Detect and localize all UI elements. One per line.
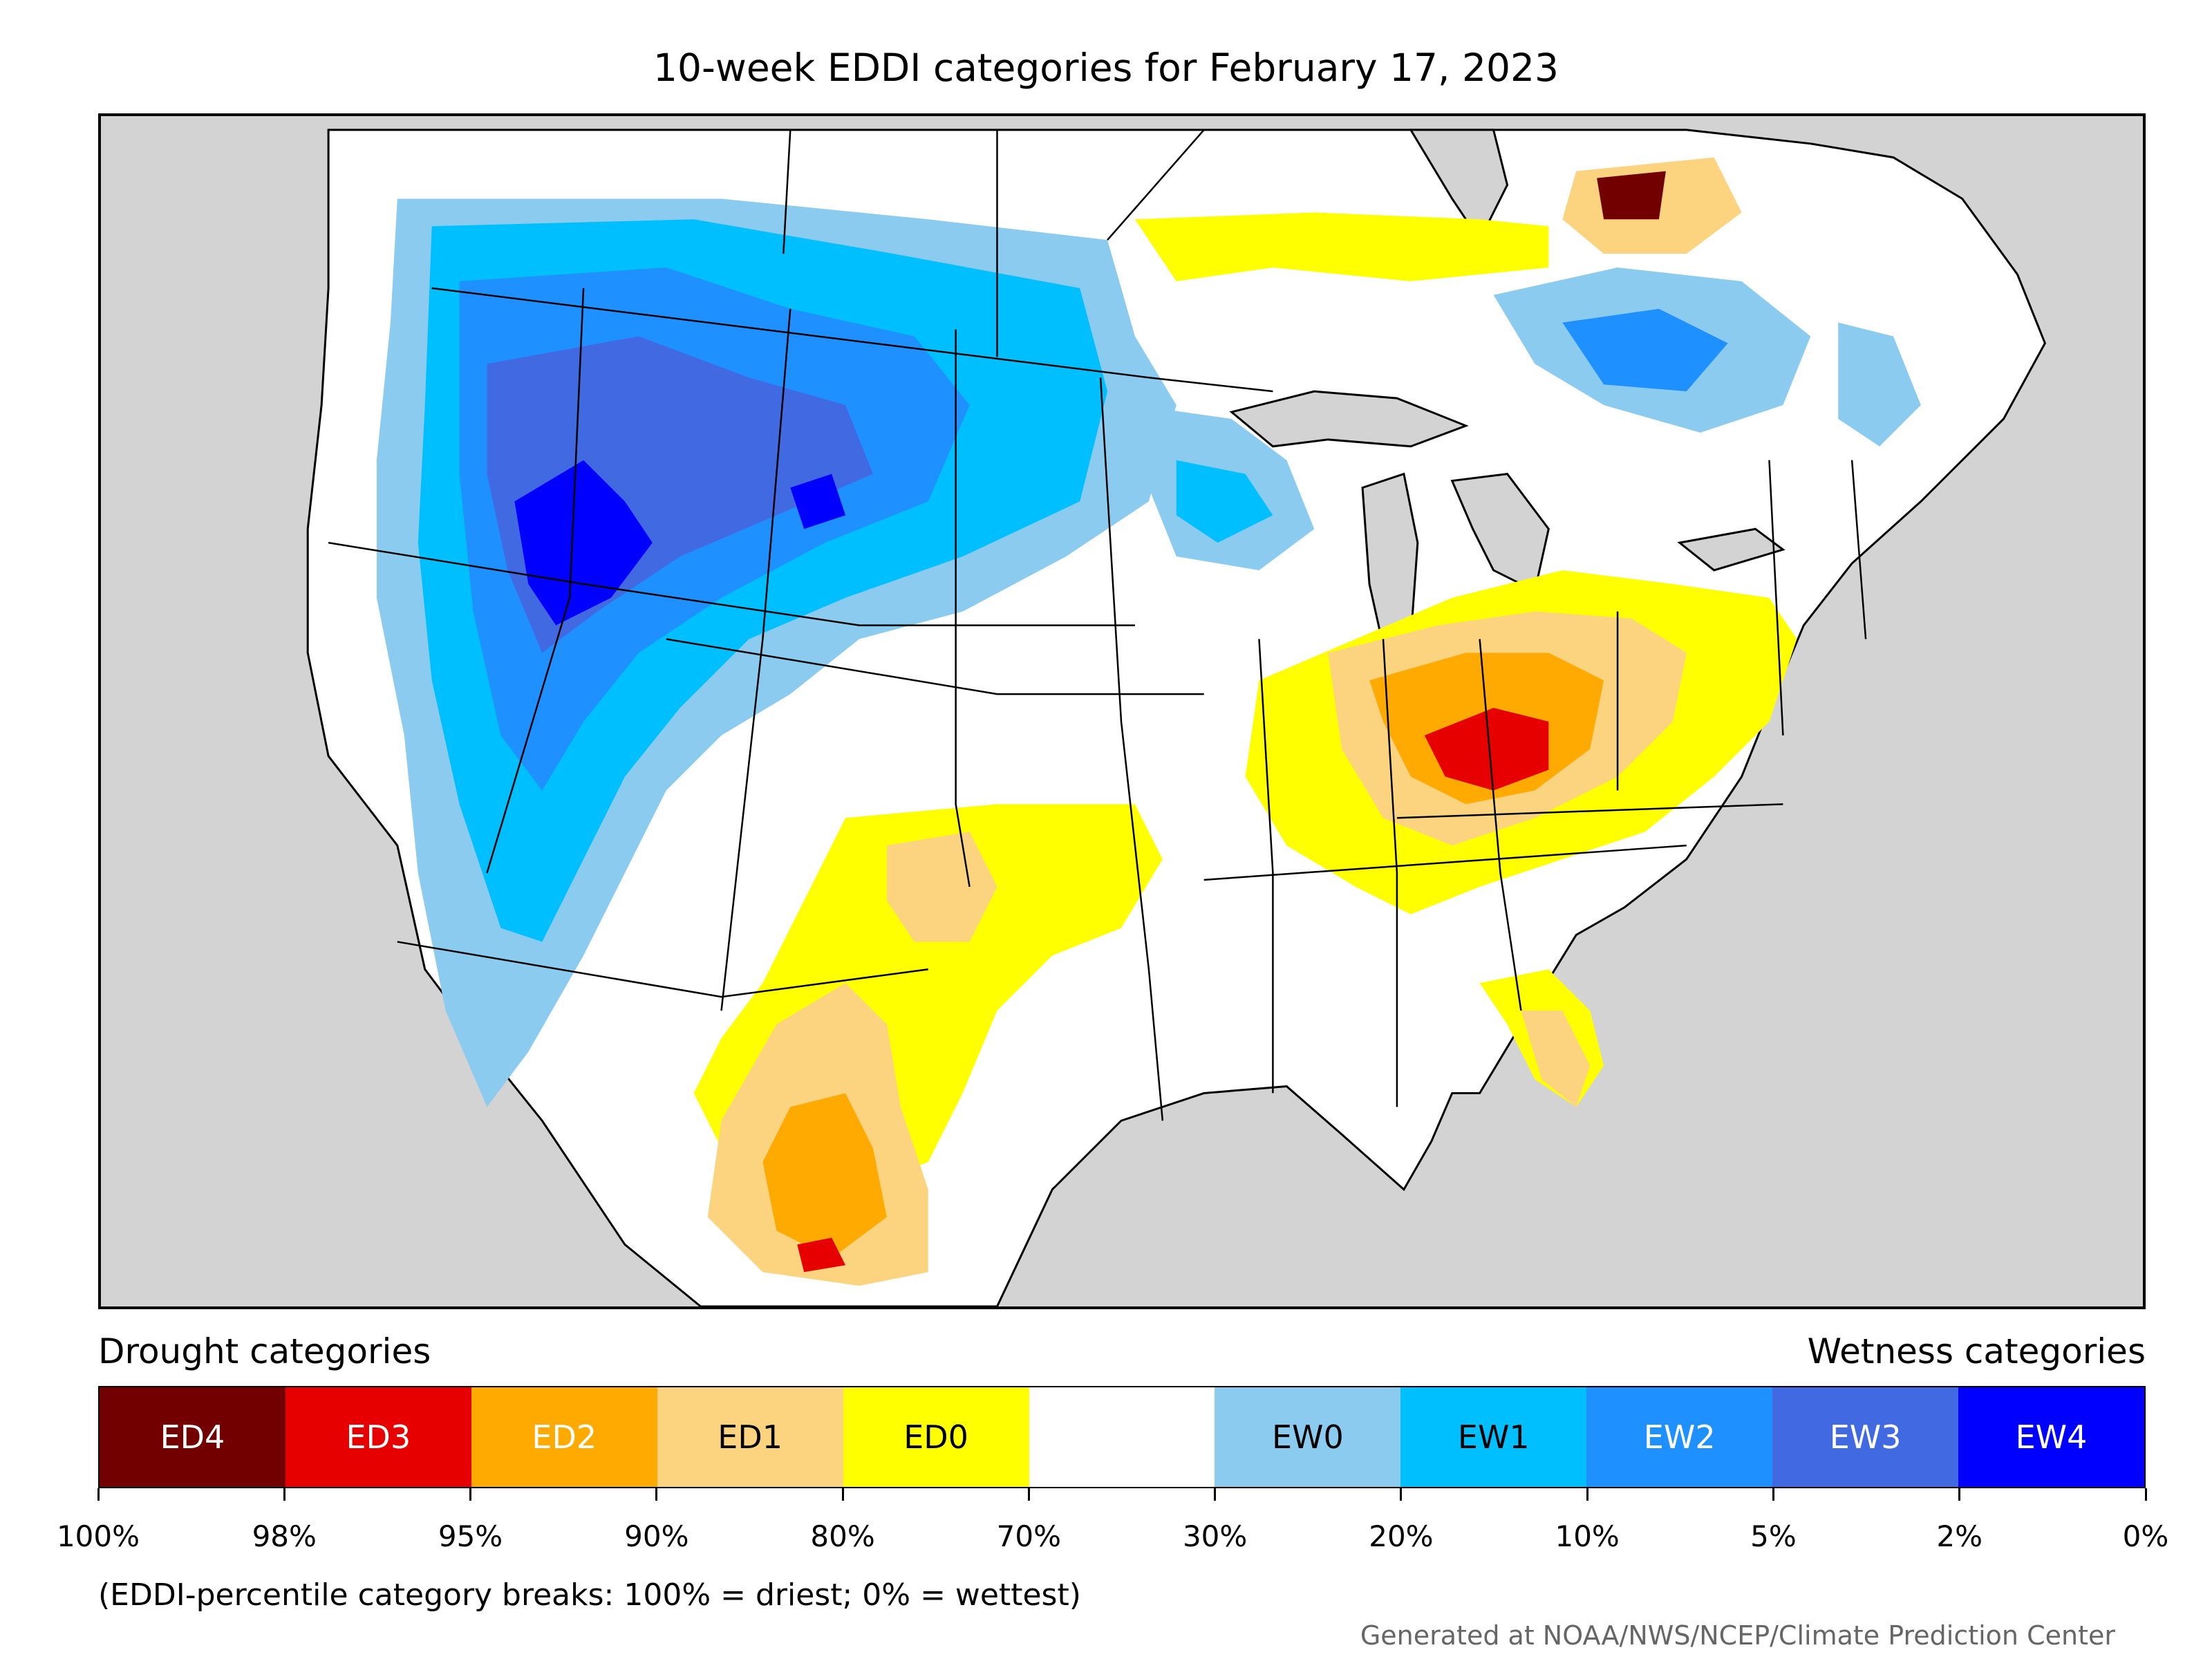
wetness-categories-heading: Wetness categories xyxy=(1807,1331,2146,1371)
category-legend-bar: ED4 ED3 ED2 ED1 ED0 EW0 EW1 EW2 EW3 EW4 xyxy=(98,1386,2146,1488)
map-canvas xyxy=(306,129,2047,1306)
legend-tick xyxy=(1027,1488,1030,1501)
drought-areas xyxy=(693,157,1797,1286)
legend-tick xyxy=(655,1488,658,1501)
legend-cell-ew0: EW0 xyxy=(1215,1387,1401,1487)
legend-cell-ew1: EW1 xyxy=(1400,1387,1587,1487)
legend-tick-label: 30% xyxy=(1182,1519,1248,1553)
legend-tick xyxy=(97,1488,100,1501)
wetness-areas xyxy=(376,198,1921,1107)
legend-tick xyxy=(1214,1488,1217,1501)
legend-cell-ed2: ED2 xyxy=(471,1387,657,1487)
legend-tick xyxy=(469,1488,472,1501)
legend-tick-label: 5% xyxy=(1750,1519,1797,1553)
legend-cell-ed0: ED0 xyxy=(843,1387,1029,1487)
legend-tick-label: 100% xyxy=(56,1519,140,1553)
legend-ticks xyxy=(97,1488,2147,1502)
legend-cell-ed3: ED3 xyxy=(285,1387,471,1487)
legend-tick xyxy=(1400,1488,1403,1501)
legend-cell-ew4: EW4 xyxy=(1958,1387,2144,1487)
legend-tick-label: 70% xyxy=(996,1519,1062,1553)
legend-cell-ew3: EW3 xyxy=(1772,1387,1959,1487)
legend-cell-ew2: EW2 xyxy=(1586,1387,1773,1487)
legend-tick xyxy=(283,1488,285,1501)
eddi-map xyxy=(98,113,2146,1309)
map-title: 10-week EDDI categories for February 17,… xyxy=(653,46,1559,90)
legend-tick-label: 98% xyxy=(252,1519,317,1553)
legend-tick xyxy=(841,1488,844,1501)
legend-tick xyxy=(1772,1488,1774,1501)
legend-tick-label: 20% xyxy=(1369,1519,1434,1553)
legend-tick-label: 2% xyxy=(1936,1519,1983,1553)
legend-cell-neutral xyxy=(1029,1387,1215,1487)
legend-tick xyxy=(1958,1488,1961,1501)
legend-tick-label: 0% xyxy=(2122,1519,2169,1553)
legend-tick xyxy=(2144,1488,2147,1501)
percentile-note: (EDDI-percentile category breaks: 100% =… xyxy=(98,1577,1081,1613)
legend-tick xyxy=(1586,1488,1588,1501)
legend-tick-label: 90% xyxy=(624,1519,689,1553)
boundaries xyxy=(328,129,1867,1121)
legend-cell-ed4: ED4 xyxy=(100,1387,285,1487)
legend-tick-label: 95% xyxy=(438,1519,503,1553)
drought-categories-heading: Drought categories xyxy=(98,1331,431,1371)
hudson-bay xyxy=(1409,129,1509,243)
legend-cell-ed1: ED1 xyxy=(657,1387,843,1487)
legend-tick-label: 80% xyxy=(810,1519,875,1553)
legend-tick-label: 10% xyxy=(1555,1519,1620,1553)
credit-line: Generated at NOAA/NWS/NCEP/Climate Predi… xyxy=(1360,1620,2115,1651)
